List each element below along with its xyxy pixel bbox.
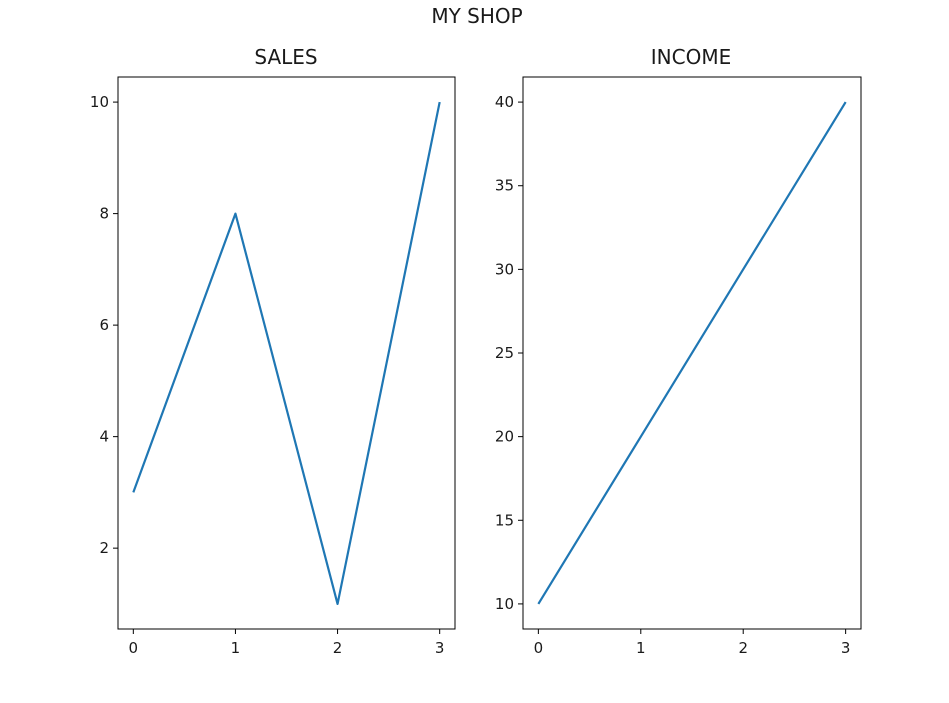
- sales-x-tick-label: 3: [435, 639, 445, 657]
- sales-series-line: [132, 101, 441, 606]
- sales-y-tick-label: 8: [99, 205, 109, 223]
- income-series-line: [537, 101, 847, 605]
- sales-axes-frame: [117, 76, 456, 630]
- sales-y-tick-label: 10: [90, 93, 109, 111]
- income-y-tick-label: 25: [495, 344, 514, 362]
- income-x-tick-label: 1: [636, 639, 646, 657]
- sales-x-tick-label: 0: [129, 639, 139, 657]
- income-y-tick-label: 40: [495, 93, 514, 111]
- income-y-tick-label: 10: [495, 595, 514, 613]
- income-y-tick-label: 20: [495, 428, 514, 446]
- sales-y-tick-label: 4: [99, 428, 109, 446]
- income-x-tick-label: 0: [534, 639, 544, 657]
- sales-y-tick-label: 2: [99, 539, 109, 557]
- figure-title: MY SHOP: [431, 4, 522, 28]
- sales-x-tick-label: 2: [333, 639, 343, 657]
- sales-chart-title: SALES: [254, 45, 317, 69]
- income-y-tick-label: 30: [495, 260, 514, 278]
- income-chart: INCOME 0 1 2 3 10 15 20 25 30 35 40: [495, 45, 862, 657]
- sales-x-tick-label: 1: [231, 639, 241, 657]
- sales-chart: SALES 0 1 2 3 2 4 6 8 10: [90, 45, 456, 657]
- income-y-tick-label: 15: [495, 511, 514, 529]
- sales-y-tick-label: 6: [99, 316, 109, 334]
- income-y-tick-label: 35: [495, 177, 514, 195]
- income-chart-title: INCOME: [651, 45, 731, 69]
- income-x-tick-label: 2: [738, 639, 748, 657]
- income-x-tick-label: 3: [841, 639, 851, 657]
